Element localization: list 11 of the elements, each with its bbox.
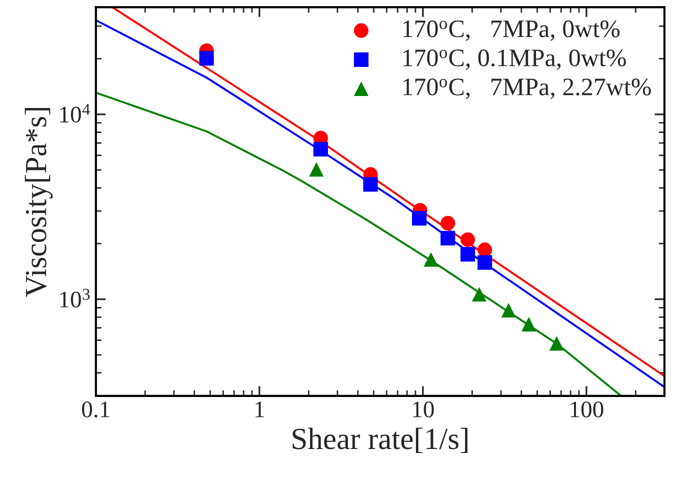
x-tick-label: 10 <box>413 401 434 418</box>
y-tick-label: 10$^{3}$ <box>60 288 90 308</box>
x-tick-label: 100 <box>570 401 604 418</box>
legend-label: 170$^{o}$C, 7MPa, 2.27wt% <box>403 78 651 100</box>
y-tick-label: 10$^{4}$ <box>60 104 90 123</box>
legend-label: 170$^{o}$C, 0.1MPa, 0wt% <box>403 49 626 70</box>
x-axis-title: Shear rate[1/s] <box>292 428 468 454</box>
x-tick-label: 1 <box>256 402 264 418</box>
legend-label: 170$^{o}$C, 7MPa, 0wt% <box>403 20 620 41</box>
y-axis-title: Viscosity[Pa*s] <box>24 108 53 298</box>
x-tick-label: 0.1 <box>82 401 110 418</box>
